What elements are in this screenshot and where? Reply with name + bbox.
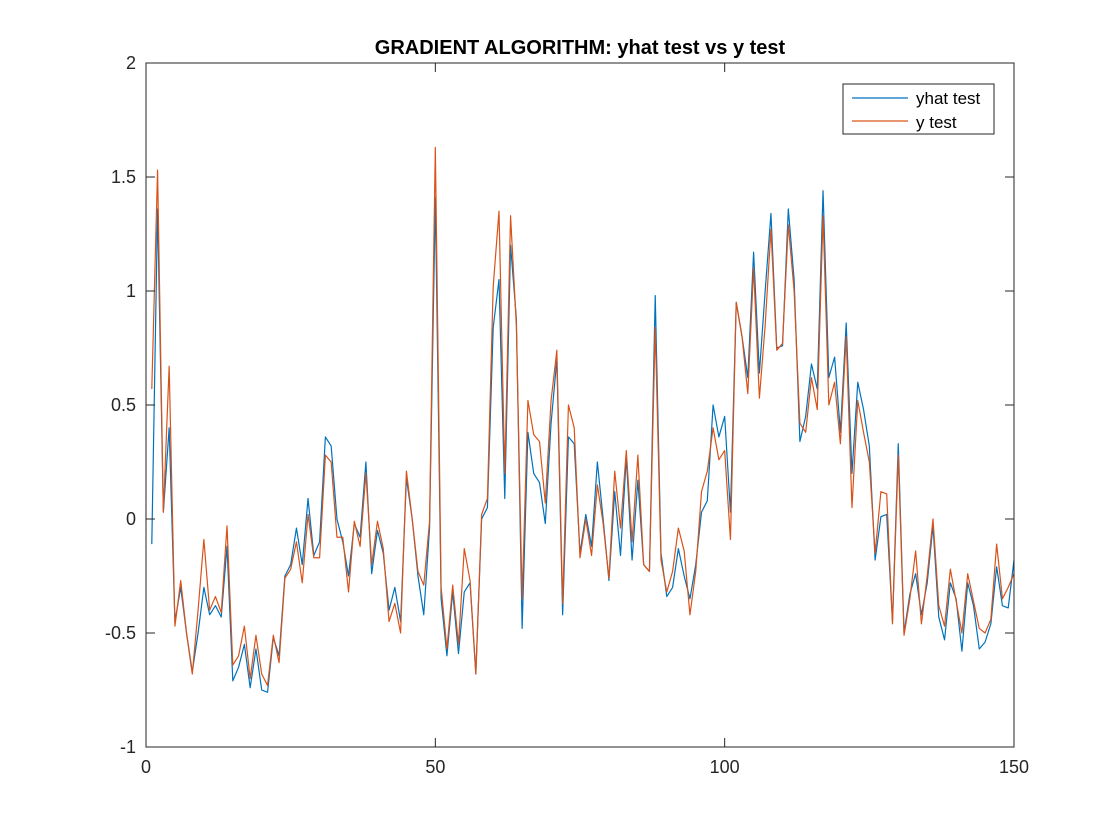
series-line-yhat-test bbox=[151, 190, 1015, 693]
series-line-y-test bbox=[151, 146, 1015, 687]
y-tick-label: 0 bbox=[126, 509, 136, 529]
legend-label-y-test: y test bbox=[916, 113, 957, 132]
x-tick-label: 150 bbox=[999, 757, 1029, 777]
chart-title: GRADIENT ALGORITHM: yhat test vs y test bbox=[375, 37, 786, 59]
ticks-layer: 0 50 100 150 -1 -0.5 0 0.5 1 1.5 2 bbox=[105, 53, 1029, 777]
legend-label-yhat-test: yhat test bbox=[916, 89, 981, 108]
x-tick-label: 50 bbox=[425, 757, 445, 777]
x-tick-label: 100 bbox=[710, 757, 740, 777]
y-tick-label: -1 bbox=[120, 737, 136, 757]
y-tick-label: 1.5 bbox=[111, 167, 136, 187]
y-tick-label: 0.5 bbox=[111, 395, 136, 415]
legend-box bbox=[842, 83, 995, 135]
y-tick-label: 1 bbox=[126, 281, 136, 301]
series-layer bbox=[151, 146, 1015, 693]
y-tick-label: -0.5 bbox=[105, 623, 136, 643]
axes-frame bbox=[145, 62, 1015, 748]
x-tick-label: 0 bbox=[141, 757, 151, 777]
y-tick-label: 2 bbox=[126, 53, 136, 73]
legend: yhat test y test bbox=[842, 83, 995, 135]
